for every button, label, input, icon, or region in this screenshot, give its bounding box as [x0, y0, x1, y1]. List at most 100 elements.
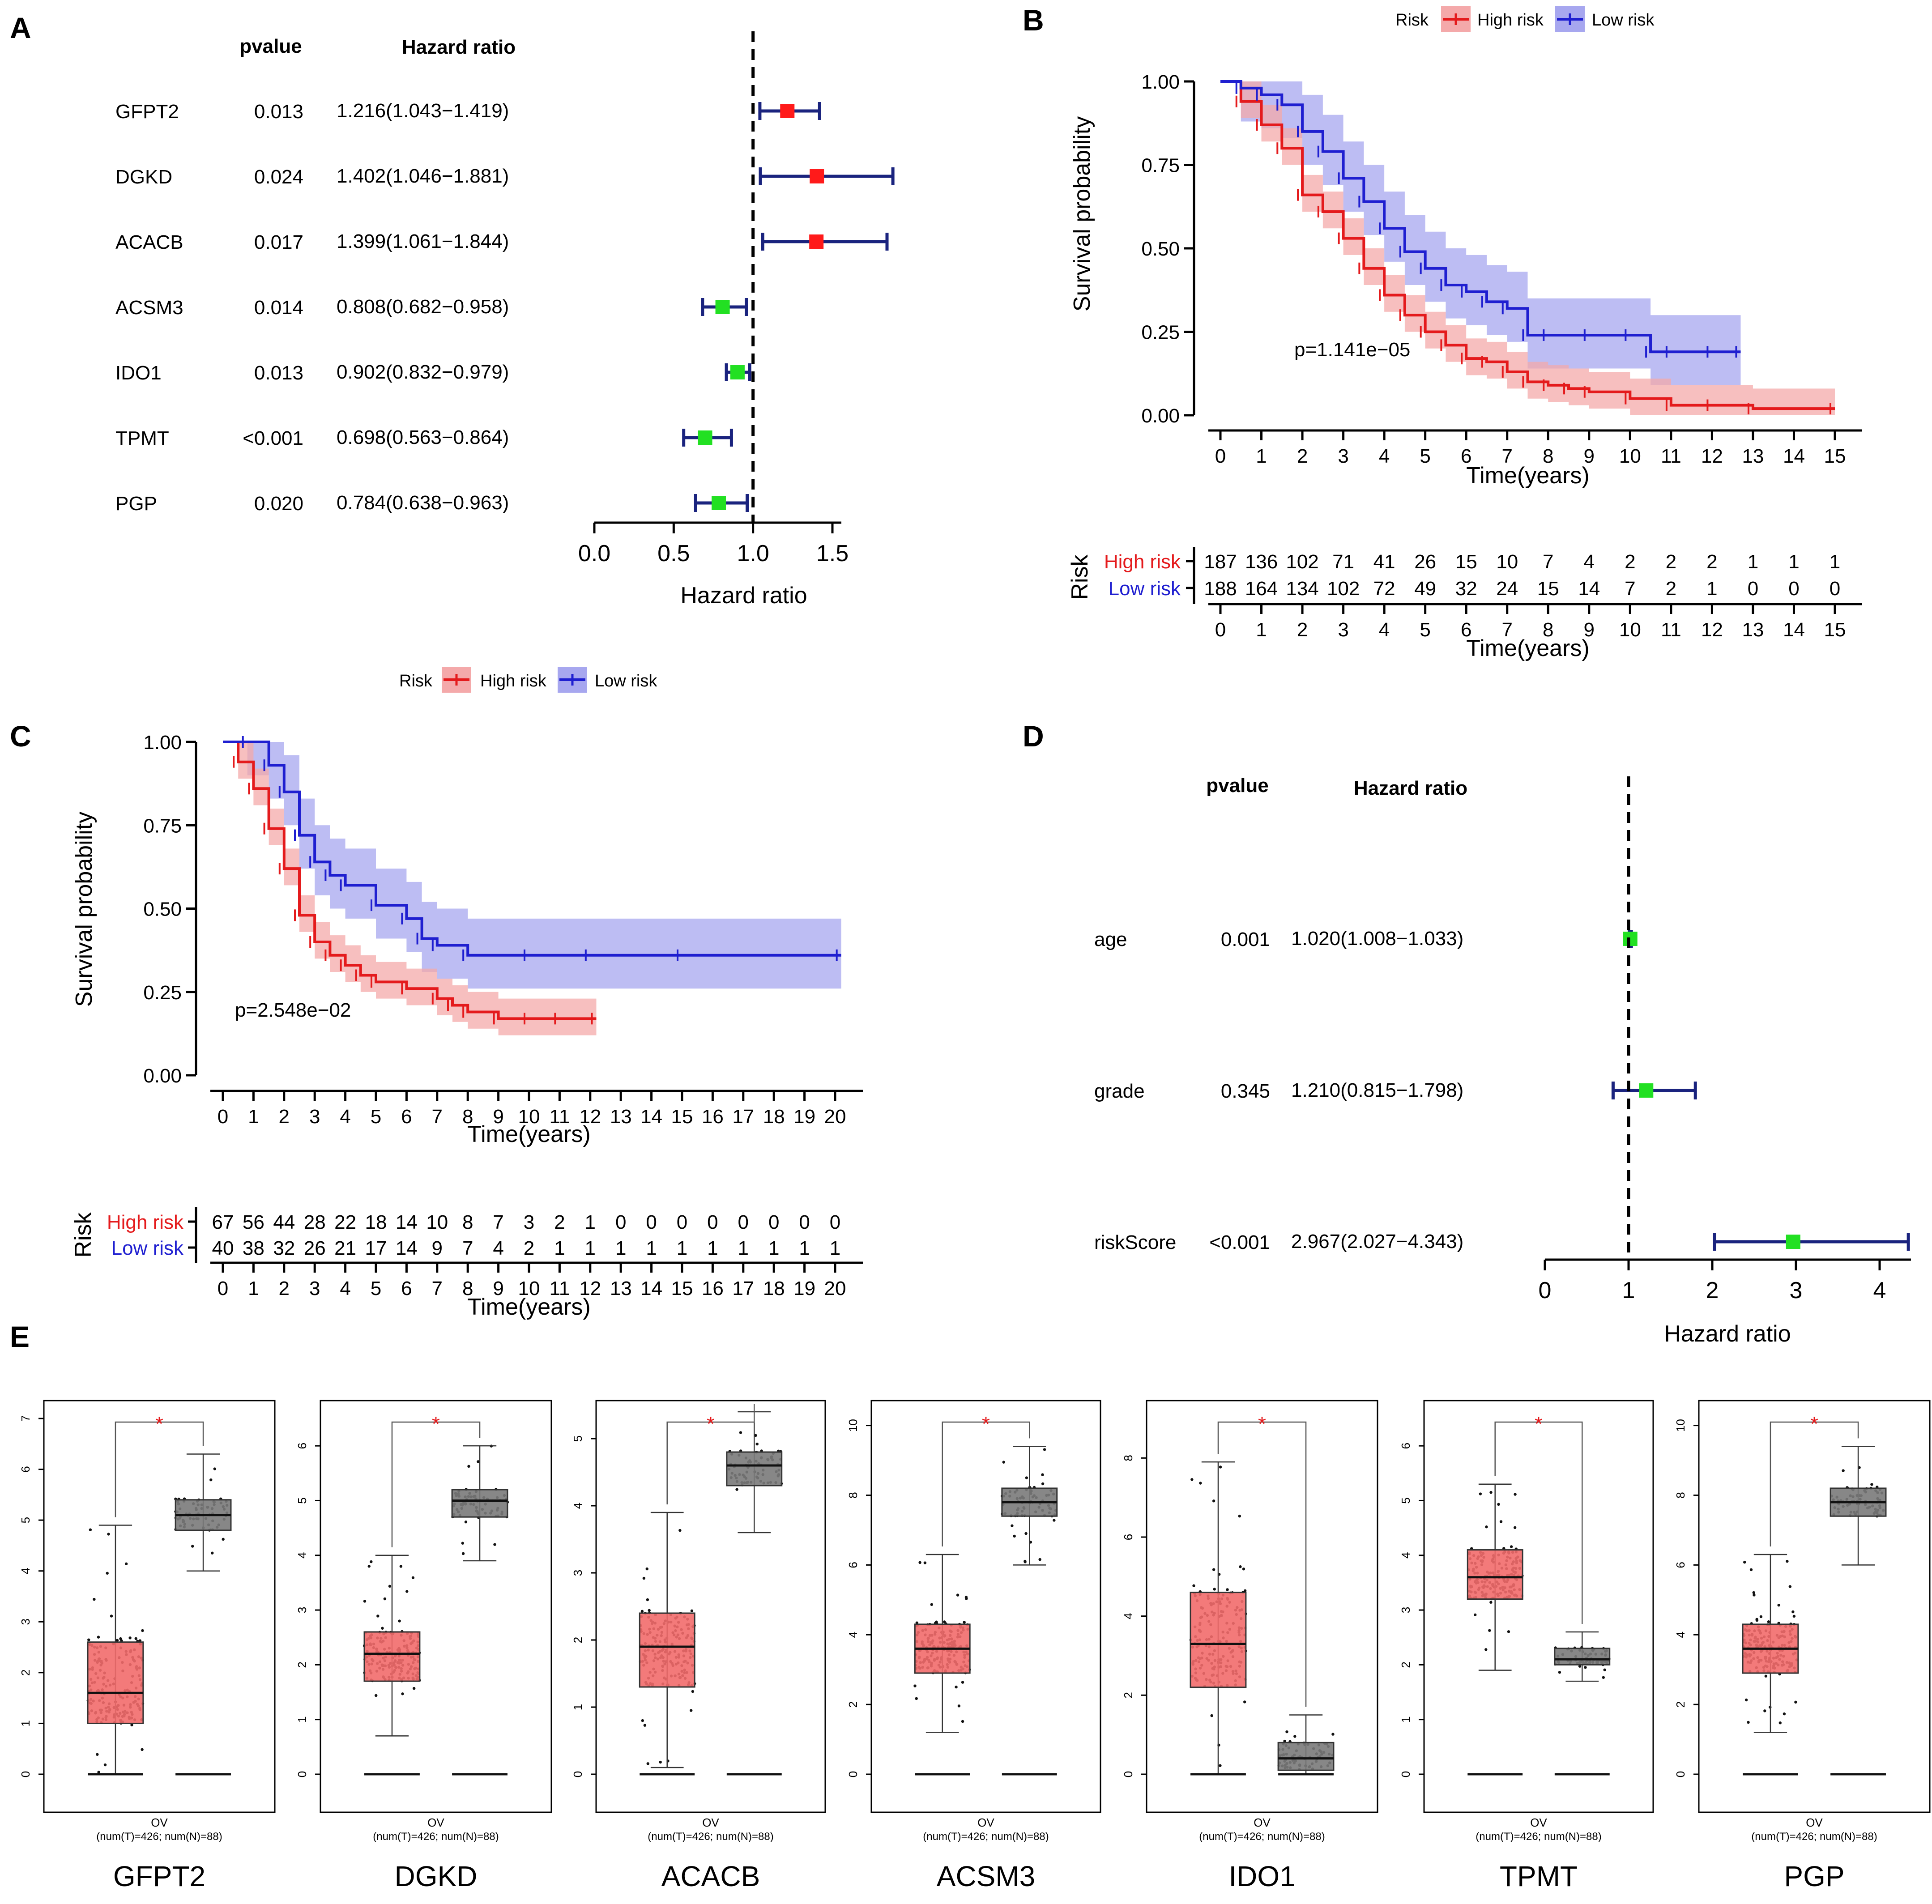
box-dot-tumor-gfpt2	[138, 1639, 142, 1642]
box-y-tick-label-pgp: 10	[1674, 1419, 1687, 1432]
box-dot-tumor-gfpt2	[96, 1753, 99, 1756]
c-table-x-tick-label: 15	[671, 1278, 693, 1299]
box-dot-normal-gfpt2	[211, 1551, 214, 1555]
box-y-tick-label-dgkd: 6	[295, 1443, 309, 1449]
d-hr-riskscore: 2.967(2.027−4.343)	[1291, 1231, 1463, 1252]
panel-b-table-high-label: High risk	[1104, 551, 1181, 573]
box-y-tick-label-tpmt: 1	[1399, 1716, 1412, 1722]
b-band-high-risk	[1220, 81, 1835, 415]
box-dot-tumor-tpmt	[1484, 1648, 1488, 1651]
box-dot-normal-acsm3	[1053, 1519, 1056, 1522]
c-x-tick-label: 6	[401, 1106, 412, 1128]
box-dot-tumor-ido1	[1190, 1478, 1194, 1481]
b-table-high-value: 1	[1788, 551, 1799, 573]
box-dot-tumor-acacb	[645, 1567, 648, 1571]
a-pvalue-acsm3: 0.014	[254, 297, 303, 319]
box-dot-tumor-acsm3	[923, 1561, 927, 1564]
box-sample-size-gfpt2: (num(T)=426; num(N)=88)	[96, 1831, 222, 1843]
box-y-tick-label-gfpt2: 6	[19, 1466, 32, 1472]
box-dot-tumor-pgp	[1763, 1709, 1766, 1712]
panel-d-col-hazard-ratio: Hazard ratio	[1354, 777, 1467, 799]
c-x-tick-label: 18	[763, 1106, 785, 1128]
box-dot-tumor-dgkd	[388, 1585, 392, 1588]
b-table-high-value: 1	[1748, 551, 1758, 573]
c-table-high-value: 18	[365, 1211, 387, 1233]
box-dot-tumor-gfpt2	[124, 1562, 128, 1566]
b-table-high-value: 7	[1543, 551, 1553, 573]
a-point-gfpt2	[780, 104, 795, 118]
a-point-acacb	[809, 234, 824, 249]
b-y-tick-label: 0.00	[1141, 405, 1180, 427]
box-gene-title-pgp: PGP	[1784, 1860, 1844, 1892]
b-table-x-tick-label: 6	[1461, 619, 1471, 641]
box-dot-tumor-acacb	[691, 1690, 695, 1693]
box-y-tick-label-dgkd: 0	[295, 1771, 309, 1777]
box-dot-tumor-gfpt2	[87, 1638, 90, 1641]
box-dot-tumor-tpmt	[1499, 1520, 1503, 1523]
panel-c-risk-table: 67 56 44 28 22 18 14 10 8 7 3 2 1 0 0 0 0 0 0 0 040 38 32 26 21 1…	[188, 1207, 863, 1299]
box-sample-size-dgkd: (num(T)=426; num(N)=88)	[373, 1831, 499, 1843]
c-table-high-value: 0	[707, 1211, 718, 1233]
c-table-x-tick-label: 13	[610, 1278, 632, 1299]
c-table-low-value: 14	[396, 1237, 418, 1259]
box-dot-normal-acacb	[754, 1434, 757, 1437]
panel-d-marks: 0 1 2 3 4	[1539, 776, 1911, 1303]
box-dot-tumor-dgkd	[367, 1565, 371, 1568]
box-y-tick-label-dgkd: 1	[295, 1716, 309, 1722]
d-point-grade	[1639, 1083, 1654, 1098]
box-gene-title-ido1: IDO1	[1228, 1860, 1295, 1892]
a-hr-tpmt: 0.698(0.563−0.864)	[337, 426, 509, 448]
b-table-low-value: 2	[1666, 578, 1676, 600]
c-table-low-value: 1	[615, 1237, 626, 1259]
d-pvalue-riskscore: <0.001	[1209, 1231, 1270, 1253]
box-dataset-gfpt2: OV	[151, 1816, 168, 1829]
panel-c-legend-low-label: Low risk	[595, 672, 657, 690]
b-table-low-value: 164	[1245, 578, 1278, 600]
b-table-x-tick-label: 15	[1824, 619, 1846, 641]
box-dot-tumor-pgp	[1753, 1593, 1756, 1597]
b-table-x-tick-label: 0	[1215, 619, 1226, 641]
b-table-low-value: 0	[1830, 578, 1840, 600]
box-dot-normal-acsm3	[1002, 1461, 1005, 1464]
panel-c-km-plot: C Risk High risk Low risk Survival proba…	[10, 667, 863, 1320]
box-dot-tumor-acsm3	[935, 1620, 938, 1623]
a-hr-ido1: 0.902(0.832−0.979)	[337, 361, 509, 383]
b-table-high-value: 187	[1204, 551, 1237, 573]
box-dot-tumor-tpmt	[1507, 1630, 1510, 1633]
box-frame-acacb	[595, 1400, 826, 1813]
c-table-x-tick-label: 20	[824, 1278, 846, 1299]
b-table-high-value: 102	[1286, 551, 1318, 573]
b-band-low-risk	[1220, 81, 1741, 385]
box-dot-tumor-pgp	[1783, 1712, 1786, 1716]
c-x-tick-label: 19	[793, 1106, 815, 1128]
box-dot-tumor-acacb	[642, 1576, 646, 1580]
b-table-x-tick-label: 11	[1661, 619, 1681, 641]
box-y-tick-label-pgp: 2	[1674, 1701, 1687, 1708]
b-table-x-tick-label: 5	[1420, 619, 1430, 641]
box-body-tumor-dgkd	[363, 1631, 421, 1682]
box-dot-tumor-acsm3	[965, 1597, 968, 1600]
box-sig-bracket-acsm3	[942, 1421, 1030, 1546]
box-dot-tumor-acacb	[641, 1719, 644, 1722]
c-band-low-risk	[223, 742, 841, 989]
c-table-high-value: 28	[304, 1211, 326, 1233]
box-dot-tumor-dgkd	[411, 1576, 415, 1580]
c-table-low-value: 1	[768, 1237, 779, 1259]
b-x-tick-label: 3	[1338, 445, 1348, 467]
box-dot-tumor-acsm3	[963, 1621, 966, 1624]
a-hr-dgkd: 1.402(1.046−1.881)	[337, 165, 509, 187]
box-dot-tumor-tpmt	[1489, 1491, 1493, 1494]
box-dot-tumor-pgp	[1788, 1585, 1792, 1588]
box-dot-tumor-pgp	[1743, 1560, 1746, 1564]
box-dot-tumor-ido1	[1212, 1499, 1215, 1503]
box-dot-tumor-ido1	[1243, 1589, 1247, 1593]
box-dot-tumor-gfpt2	[103, 1763, 107, 1767]
box-dot-tumor-gfpt2	[110, 1614, 113, 1618]
b-x-tick-label: 2	[1297, 445, 1308, 467]
box-y-tick-label-acsm3: 6	[846, 1562, 860, 1568]
box-dot-tumor-tpmt	[1473, 1613, 1477, 1616]
box-y-tick-label-acacb: 1	[571, 1704, 584, 1710]
box-dot-tumor-pgp	[1749, 1568, 1753, 1572]
box-y-tick-label-acacb: 5	[571, 1435, 584, 1442]
a-gene-ido1: IDO1	[115, 362, 162, 384]
